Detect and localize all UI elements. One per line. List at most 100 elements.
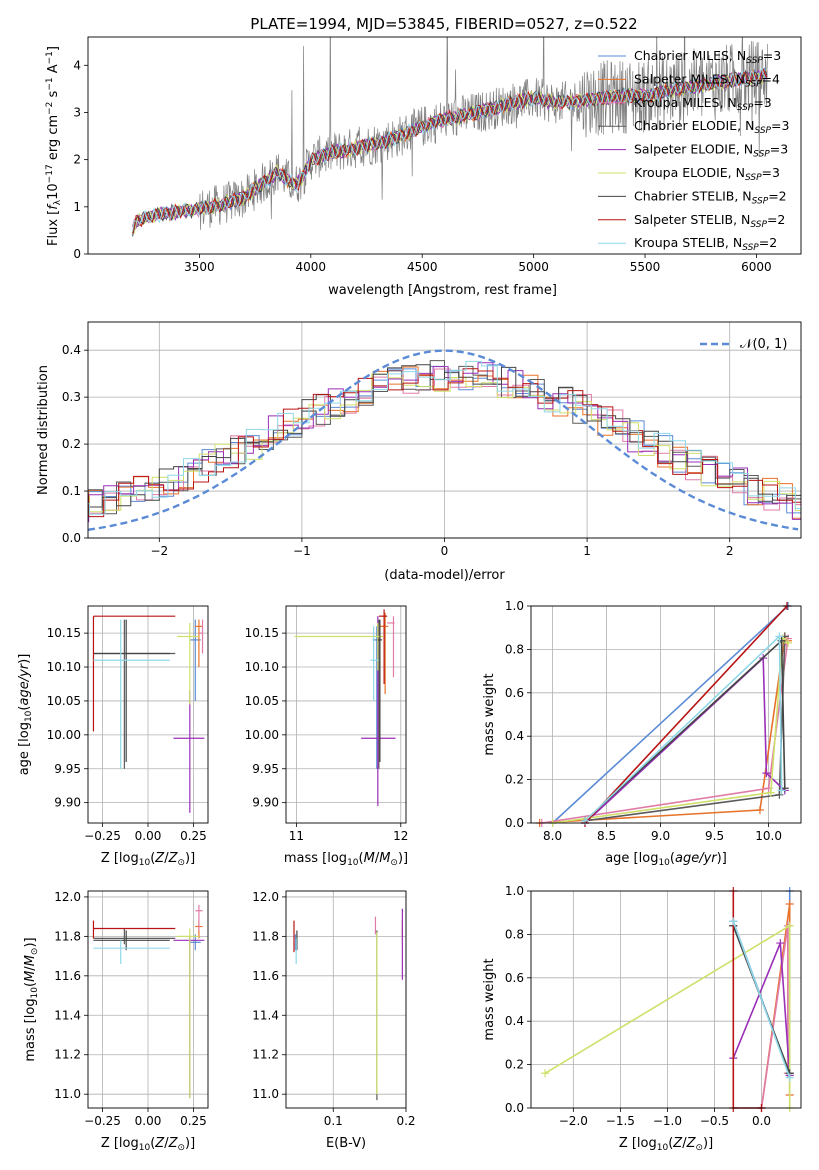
errorbar-points xyxy=(92,615,205,813)
mass-weight-line xyxy=(584,656,786,824)
legend-entry: Salpeter MILES, NSSP=4 xyxy=(634,71,780,89)
x-axis-label: (data-model)/error xyxy=(384,568,505,583)
mass-weight-marker xyxy=(785,1073,794,1082)
errorbar-point xyxy=(195,904,203,931)
model-fit-line xyxy=(132,69,768,231)
y-tick-label: 0.0 xyxy=(62,531,81,545)
x-tick-label: −0.25 xyxy=(84,1114,121,1128)
errorbar-point xyxy=(177,928,199,1099)
y-tick-label: 3 xyxy=(73,105,81,119)
errorbar-point xyxy=(93,619,170,769)
errorbar-points xyxy=(294,609,396,807)
errorbar-points xyxy=(293,908,403,1101)
x-tick-label: 8.5 xyxy=(597,829,616,843)
errorbar-point xyxy=(173,690,205,813)
x-tick-label: 6000 xyxy=(741,260,772,274)
y-tick-label: 0.2 xyxy=(62,437,81,451)
x-axis-label: wavelength [Angstrom, rest frame] xyxy=(328,283,557,298)
y-tick-label: 10.05 xyxy=(47,694,81,708)
x-tick-label: 0.25 xyxy=(180,829,207,843)
x-axis-label: E(B-V) xyxy=(326,1136,366,1151)
y-tick-label: 12.0 xyxy=(252,890,279,904)
x-tick-label: 4500 xyxy=(407,260,438,274)
x-axis-label: mass [log10(M/M⊙)] xyxy=(284,851,408,868)
y-axis-label: Normed distribution xyxy=(36,365,51,495)
mass-weight-line xyxy=(552,605,789,824)
y-tick-label: 10.10 xyxy=(245,660,279,674)
y-tick-label: 10.15 xyxy=(47,626,81,640)
residual-histogram xyxy=(88,362,801,523)
spectrum-panel: 3500 4000 4500 5000 5500 6000 0 1 2 3 4 Chabrier MI… xyxy=(45,36,802,298)
x-tick-label: 5000 xyxy=(518,260,549,274)
x-tick-label: 3500 xyxy=(184,260,215,274)
x-tick-label: 0.0 xyxy=(752,1114,771,1128)
errorbar-point xyxy=(177,622,199,705)
y-tick-label: 10.05 xyxy=(245,694,279,708)
y-axis-label: mass [log10(M/M⊙)] xyxy=(23,937,40,1061)
mass-weight-line xyxy=(584,605,788,824)
axes-frame xyxy=(87,321,802,539)
errorbar-point xyxy=(370,626,379,701)
spectrum-legend: Chabrier MILES, NSSP=3 Salpeter MILES, NS… xyxy=(598,48,789,253)
y-tick-label: 0.8 xyxy=(505,642,524,656)
y-tick-label: 9.90 xyxy=(54,796,81,810)
age-vs-metallicity-panel: −0.25 0.00 0.25 9.90 9.95 10.00 10.05 10.10 10.1… xyxy=(17,605,209,868)
errorbar-point xyxy=(198,619,204,654)
y-tick-label: 0.4 xyxy=(62,343,81,357)
axes-frame xyxy=(530,605,802,824)
legend-entry: Chabrier ELODIE, NSSP=3 xyxy=(634,118,789,136)
errorbar-point xyxy=(378,609,388,684)
y-tick-label: 1.0 xyxy=(505,599,524,613)
y-tick-label: 0.3 xyxy=(62,390,81,404)
errorbar-point xyxy=(377,619,382,762)
errorbar-point xyxy=(195,619,203,668)
y-axis-label: Flux [fλ10−17 erg cm−2 s−1 A−1] xyxy=(45,46,63,246)
errorbar-point xyxy=(294,622,384,671)
mass-weight-marker xyxy=(766,788,775,797)
x-axis-label: Z [log10(Z/Z⊙)] xyxy=(101,1136,195,1153)
y-tick-label: 12.0 xyxy=(54,890,81,904)
residual-histogram xyxy=(88,360,801,515)
axes-frame xyxy=(87,36,802,255)
y-axis-label: mass weight xyxy=(482,673,497,755)
y-tick-label: 11.8 xyxy=(252,929,279,943)
errorbar-point xyxy=(93,930,170,951)
y-tick-label: 11.0 xyxy=(252,1087,279,1101)
y-tick-label: 11.2 xyxy=(252,1048,279,1062)
y-tick-label: 10.00 xyxy=(47,728,81,742)
y-tick-label: 0.0 xyxy=(505,1101,524,1115)
residual-histogram xyxy=(88,360,801,520)
y-tick-label: 0.1 xyxy=(62,484,81,498)
mass-weight-line xyxy=(732,921,791,1078)
x-axis-label: Z [log10(Z/Z⊙)] xyxy=(619,1136,713,1153)
mass-weight-marker xyxy=(776,939,785,948)
y-tick-label: 11.4 xyxy=(54,1008,81,1022)
x-tick-label: −0.25 xyxy=(84,829,121,843)
legend-entry: Kroupa STELIB, NSSP=2 xyxy=(634,235,777,253)
y-tick-label: 0.4 xyxy=(505,729,524,743)
x-tick-label: −0.5 xyxy=(700,1114,729,1128)
mass-weight-line xyxy=(584,634,783,822)
x-tick-label: 0.1 xyxy=(324,1114,343,1128)
legend-entry: Kroupa ELODIE, NSSP=3 xyxy=(634,165,780,183)
residual-histogram xyxy=(88,368,801,518)
y-axis-label: mass weight xyxy=(482,958,497,1040)
y-tick-label: 11.6 xyxy=(54,969,81,983)
y-tick-label: 11.6 xyxy=(252,969,279,983)
mass-weight-marker xyxy=(755,805,764,814)
legend-entry: 𝒩(0, 1) xyxy=(740,337,787,352)
x-tick-label: 11 xyxy=(289,829,304,843)
y-tick-label: 0.2 xyxy=(505,773,524,787)
mass-weight-vs-metallicity-panel: −2.0 −1.5 −1.0 −0.5 0.0 0.0 0.2 0.4 0.6 0.8 1.0 Z [… xyxy=(482,884,802,1153)
y-tick-label: 9.95 xyxy=(252,762,279,776)
x-tick-label: −1.5 xyxy=(606,1114,635,1128)
axes-frame xyxy=(87,890,209,1109)
x-tick-label: 0.2 xyxy=(396,1114,415,1128)
errorbar-points xyxy=(92,904,205,1099)
errorbar-point xyxy=(173,936,205,1099)
errorbar-point xyxy=(92,920,176,939)
y-tick-label: 4 xyxy=(73,58,81,72)
age-vs-mass-panel: 11 12 9.90 9.95 10.00 10.05 10.10 10.15 mass [lo… xyxy=(245,605,408,868)
y-tick-label: 9.90 xyxy=(252,796,279,810)
y-tick-label: 11.8 xyxy=(54,929,81,943)
